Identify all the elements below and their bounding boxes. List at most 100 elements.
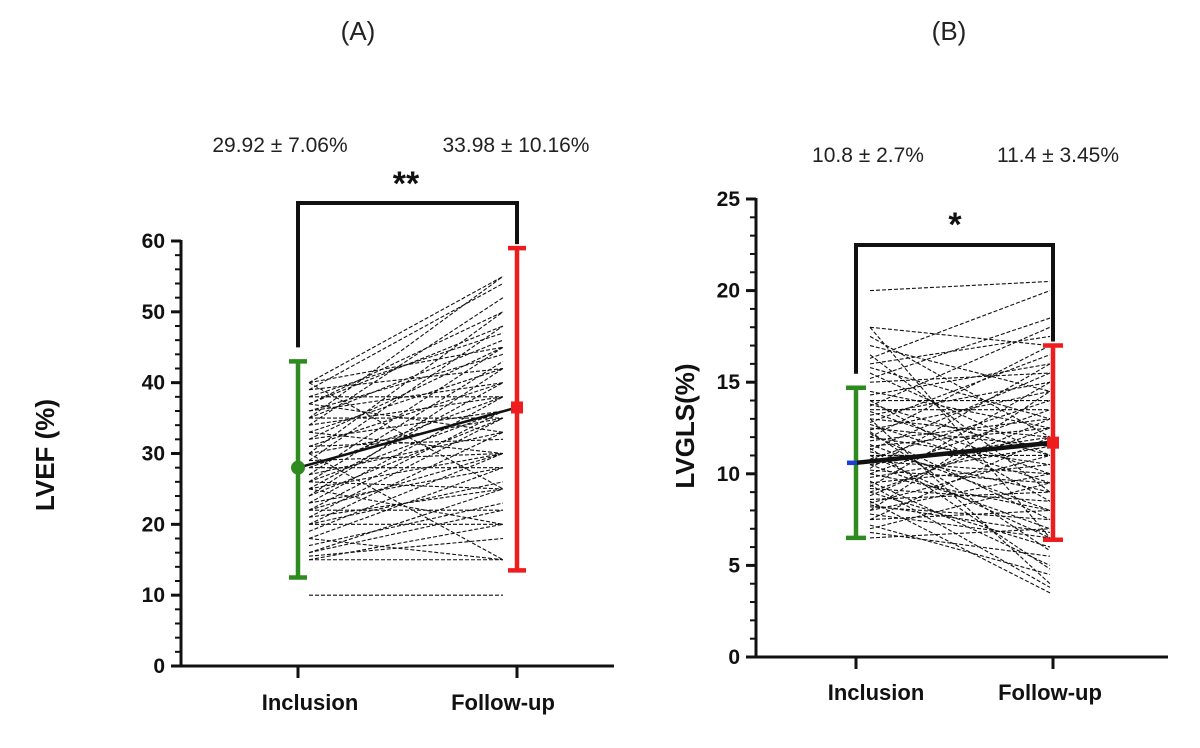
panel-a-y-tick-label: 60 xyxy=(142,230,165,253)
panel-b-y-tick-label: 20 xyxy=(717,280,740,303)
panel-b-paired-line xyxy=(869,372,1051,383)
panel-a-paired-line xyxy=(308,452,504,511)
panel-b-paired-line xyxy=(869,423,1051,484)
panel-a-paired-line xyxy=(308,537,504,557)
panel-a-significance-bracket xyxy=(296,201,519,348)
panel-b-paired-line xyxy=(869,335,1051,365)
panel-b-paired-line xyxy=(869,447,1051,570)
panel-b-y-tick-label: 15 xyxy=(717,371,741,394)
panel-b-paired-line xyxy=(869,418,1051,585)
panel-b-paired-line xyxy=(869,367,1051,420)
panel-a-category-followup: Follow-up xyxy=(451,690,555,715)
panel-b-paired-line xyxy=(869,427,1051,493)
panel-b-paired-line xyxy=(869,317,1051,380)
panel-a-paired-line xyxy=(308,523,504,561)
panel-b-paired-line xyxy=(869,460,1051,475)
panel-b-paired-line xyxy=(869,345,1051,392)
panel-b-stat-inclusion: 10.8 ± 2.7% xyxy=(812,144,924,167)
panel-a-paired-line xyxy=(308,410,504,511)
panel-b-paired-line xyxy=(869,354,1051,424)
panel-a-paired-line xyxy=(308,410,504,440)
panel-b-paired-line xyxy=(869,464,1051,530)
panel-a-y-tick-label: 20 xyxy=(142,513,165,536)
panel-b-significance: * xyxy=(948,206,962,244)
panel-b-mean-marker xyxy=(1047,436,1059,449)
panel-a-paired-line xyxy=(308,367,504,433)
panel-a-y-tick-label: 0 xyxy=(153,655,165,678)
panel-a-paired-line xyxy=(308,453,504,561)
panel-b-paired-line xyxy=(869,390,1051,431)
panel-a-y-tick-label: 30 xyxy=(142,443,165,466)
panel-a-paired-line xyxy=(308,396,504,504)
panel-b-label: (B) xyxy=(932,16,967,46)
panel-a-lvef: (A) 29.92 ± 7.06% 33.98 ± 10.16% LVEF (%… xyxy=(30,16,614,715)
panel-b-paired-line xyxy=(869,506,1051,521)
panel-b-paired-line xyxy=(869,504,1051,533)
panel-b-paired-line xyxy=(869,436,1051,521)
panel-b-category-followup: Follow-up xyxy=(998,680,1102,705)
panel-b-paired-line xyxy=(869,491,1051,500)
panel-b-paired-line xyxy=(869,491,1051,548)
panel-b-paired-lines xyxy=(869,280,1051,594)
panel-a-paired-line xyxy=(308,488,504,518)
panel-a-paired-line xyxy=(308,353,504,412)
panel-a-paired-line xyxy=(308,360,504,483)
panel-b-paired-line xyxy=(869,500,1051,594)
panel-b-paired-line xyxy=(869,280,1051,292)
panel-b-paired-line xyxy=(869,432,1051,521)
panel-b-paired-line xyxy=(869,484,1051,588)
panel-a-paired-line xyxy=(308,481,504,490)
panel-a-paired-lines xyxy=(308,275,504,596)
panel-b-paired-line xyxy=(869,410,1051,475)
panel-a-paired-line xyxy=(308,431,504,455)
panel-a-paired-line xyxy=(308,275,504,384)
panel-b-paired-line xyxy=(869,443,1051,511)
panel-a-label: (A) xyxy=(341,16,376,46)
panel-b-paired-line xyxy=(869,473,1051,511)
panel-b-paired-line xyxy=(869,326,1051,539)
panel-b-paired-line xyxy=(869,354,1051,493)
panel-b-paired-line xyxy=(869,381,1051,488)
panel-b-paired-line xyxy=(869,427,1051,447)
panel-a-paired-line xyxy=(308,311,504,454)
panel-b-significance-bracket xyxy=(854,243,1055,374)
panel-b-paired-line xyxy=(869,399,1051,460)
panel-b-y-tick-label: 0 xyxy=(728,646,740,669)
panel-a-y-axis-label: LVEF (%) xyxy=(30,399,60,511)
panel-b-paired-line xyxy=(869,403,1051,457)
panel-a-paired-line xyxy=(308,452,504,532)
panel-a-mean-marker xyxy=(511,401,523,414)
panel-b-paired-line xyxy=(869,335,1051,438)
panel-a-stat-inclusion: 29.92 ± 7.06% xyxy=(212,134,347,157)
panel-a-paired-line xyxy=(308,382,504,447)
panel-b-paired-line xyxy=(869,418,1051,497)
panel-a-paired-line xyxy=(308,275,504,419)
panel-a-y-tick-label: 10 xyxy=(142,584,165,607)
panel-a-stat-followup: 33.98 ± 10.16% xyxy=(443,134,590,157)
panel-a-paired-line xyxy=(308,396,504,469)
panel-b-y-axis-label: LVGLS(%) xyxy=(670,363,700,488)
panel-b-category-inclusion: Inclusion xyxy=(828,680,925,705)
panel-a-y-tick-label: 40 xyxy=(142,372,165,395)
panel-b-paired-line xyxy=(869,363,1051,469)
panel-b-paired-line xyxy=(869,482,1051,530)
panel-b-y-tick-label: 5 xyxy=(728,554,740,577)
panel-b-paired-line xyxy=(869,372,1051,456)
panel-a-paired-line xyxy=(308,410,504,483)
panel-b-paired-line xyxy=(869,480,1051,566)
panel-b-paired-line xyxy=(869,524,1051,576)
panel-a-paired-line xyxy=(308,367,504,391)
panel-b-paired-line xyxy=(869,326,1051,407)
panel-a-paired-line xyxy=(308,537,504,561)
panel-b-paired-line xyxy=(869,513,1051,539)
panel-b-paired-line xyxy=(869,290,1051,359)
panel-a-paired-line xyxy=(308,325,504,462)
panel-a-mean-marker xyxy=(291,460,305,475)
panel-a-paired-line xyxy=(308,396,504,426)
panel-a-category-inclusion: Inclusion xyxy=(262,690,359,715)
panel-a-y-tick-label: 50 xyxy=(142,301,165,324)
panel-a-paired-line xyxy=(308,325,504,405)
panel-b-paired-line xyxy=(869,326,1051,347)
panel-a-paired-line xyxy=(308,283,504,391)
